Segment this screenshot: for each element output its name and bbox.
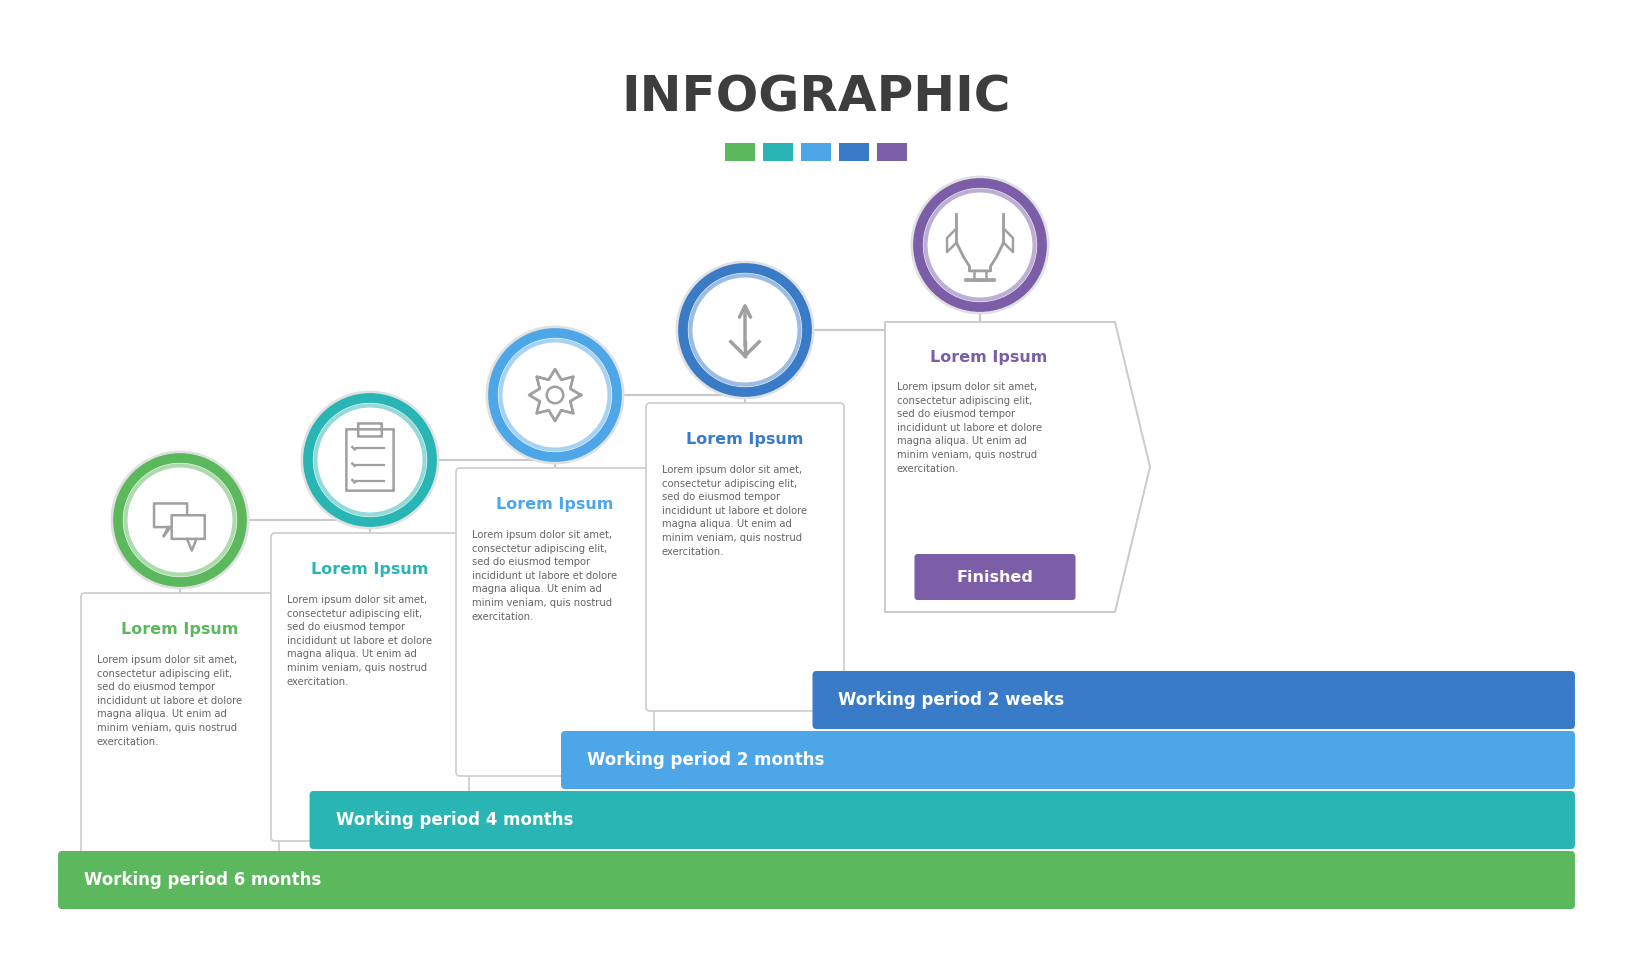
Text: Lorem ipsum dolor sit amet,
consectetur adipiscing elit,
sed do eiusmod tempor
i: Lorem ipsum dolor sit amet, consectetur … [472, 530, 617, 621]
Circle shape [308, 398, 432, 522]
FancyBboxPatch shape [561, 731, 1573, 789]
Polygon shape [529, 369, 581, 421]
Text: Lorem Ipsum: Lorem Ipsum [496, 497, 614, 512]
Text: Working period 2 months: Working period 2 months [586, 751, 824, 769]
Circle shape [682, 268, 806, 392]
Text: Lorem ipsum dolor sit amet,
consectetur adipiscing elit,
sed do eiusmod tempor
i: Lorem ipsum dolor sit amet, consectetur … [896, 382, 1041, 473]
Polygon shape [956, 215, 1004, 270]
FancyBboxPatch shape [171, 515, 204, 539]
Circle shape [485, 325, 623, 465]
FancyBboxPatch shape [813, 671, 1573, 729]
Circle shape [118, 458, 242, 582]
FancyBboxPatch shape [764, 143, 793, 161]
FancyBboxPatch shape [801, 143, 831, 161]
Circle shape [493, 333, 617, 457]
Text: Working period 6 months: Working period 6 months [83, 871, 322, 889]
Circle shape [300, 391, 439, 529]
Circle shape [911, 175, 1049, 315]
Text: Lorem Ipsum: Lorem Ipsum [929, 350, 1046, 365]
FancyBboxPatch shape [82, 593, 279, 901]
FancyBboxPatch shape [914, 554, 1075, 600]
Text: Lorem ipsum dolor sit amet,
consectetur adipiscing elit,
sed do eiusmod tempor
i: Lorem ipsum dolor sit amet, consectetur … [661, 465, 806, 557]
Text: INFOGRAPHIC: INFOGRAPHIC [622, 74, 1010, 122]
Text: Lorem Ipsum: Lorem Ipsum [121, 622, 238, 637]
Text: Lorem Ipsum: Lorem Ipsum [685, 432, 803, 447]
FancyBboxPatch shape [646, 403, 844, 711]
FancyBboxPatch shape [271, 533, 468, 841]
Text: Lorem Ipsum: Lorem Ipsum [312, 562, 429, 577]
Text: Lorem ipsum dolor sit amet,
consectetur adipiscing elit,
sed do eiusmod tempor
i: Lorem ipsum dolor sit amet, consectetur … [287, 595, 432, 687]
FancyBboxPatch shape [310, 791, 1573, 849]
FancyBboxPatch shape [839, 143, 868, 161]
FancyBboxPatch shape [876, 143, 907, 161]
Polygon shape [885, 322, 1149, 612]
Circle shape [676, 261, 814, 400]
Text: Lorem ipsum dolor sit amet,
consectetur adipiscing elit,
sed do eiusmod tempor
i: Lorem ipsum dolor sit amet, consectetur … [96, 655, 242, 747]
FancyBboxPatch shape [59, 851, 1573, 909]
Circle shape [917, 183, 1041, 307]
FancyBboxPatch shape [725, 143, 756, 161]
Text: Finished: Finished [956, 569, 1033, 584]
Circle shape [111, 451, 250, 589]
FancyBboxPatch shape [455, 468, 653, 776]
Text: Working period 4 months: Working period 4 months [335, 811, 573, 829]
Text: Working period 2 weeks: Working period 2 weeks [837, 691, 1064, 709]
